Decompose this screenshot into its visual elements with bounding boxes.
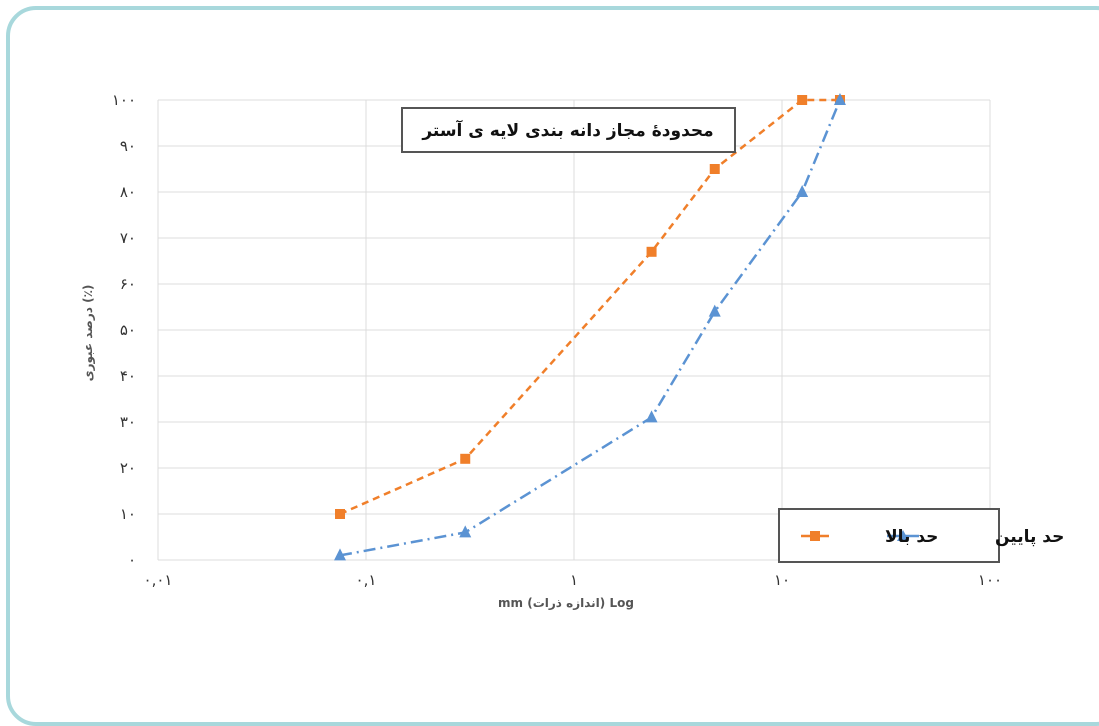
x-axis-label: mm (اندازه ذرات) Log [498,596,634,610]
data-point-upper [335,509,346,519]
y-axis-ticks: ۰ ۱۰ ۲۰ ۳۰ ۴۰ ۵۰ ۶۰ ۷۰ ۸۰ ۹۰ ۱۰۰ [112,91,136,569]
y-axis-label: درصد عبوری (٪) [81,285,96,382]
chart-title-border [401,107,736,153]
x-axis-ticks: ۰,۰۱ ۰,۱ ۱ ۱۰ ۱۰۰ [144,571,1003,589]
data-point-upper [460,453,471,464]
x-tick-label: ۱ [570,571,578,589]
legend-label-lower: حد پایین [995,527,1064,547]
data-point-upper [709,164,720,174]
x-tick-label: ۰,۱ [356,571,377,589]
y-tick-label: ۹۰ [120,137,136,155]
data-point-lower [334,548,347,561]
data-point-lower [833,93,846,105]
y-tick-label: ۲۰ [120,459,136,477]
series-line-lower [339,99,842,557]
y-tick-label: ۷۰ [120,229,136,247]
y-tick-label: ۳۰ [120,413,136,431]
data-point-lower [796,185,809,197]
x-tick-label: ۰,۰۱ [144,571,173,589]
chart: ۰ ۱۰ ۲۰ ۳۰ ۴۰ ۵۰ ۶۰ ۷۰ ۸۰ ۹۰ ۱۰۰ ۰,۰۱ ۰,۱ ۱ ۱۰ ۱۰۰ درص… [81,91,1064,610]
y-tick-label: ۱۰ [120,505,136,523]
x-tick-label: ۱۰ [774,571,790,589]
y-tick-label: ۴۰ [120,367,136,385]
series-line-upper [339,98,840,516]
series-group [334,93,846,561]
data-point-lower [459,525,472,538]
y-tick-label: ۰ [128,551,136,569]
legend-swatch-upper-marker [810,531,820,541]
chart-title-box: محدودهٔ مجاز دانه بندی لایه ی آستر [401,107,736,153]
data-point-lower [708,304,721,317]
y-tick-label: ۵۰ [120,321,136,339]
chart-title: محدودهٔ مجاز دانه بندی لایه ی آستر [421,119,713,141]
y-tick-label: ۸۰ [120,183,136,201]
y-tick-label: ۶۰ [120,275,136,293]
data-point-upper [646,246,657,257]
grid-lines [157,99,991,561]
legend: حد پایین حد بالا [778,508,1064,563]
y-tick-label: ۱۰۰ [112,91,136,109]
legend-swatch-lower-marker [897,530,909,541]
x-tick-label: ۱۰۰ [978,571,1002,589]
data-point-lower [645,410,658,423]
data-point-upper [797,95,808,105]
legend-label-upper: حد بالا [885,527,938,547]
